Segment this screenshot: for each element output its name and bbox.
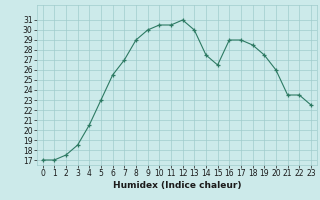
X-axis label: Humidex (Indice chaleur): Humidex (Indice chaleur) xyxy=(113,181,241,190)
